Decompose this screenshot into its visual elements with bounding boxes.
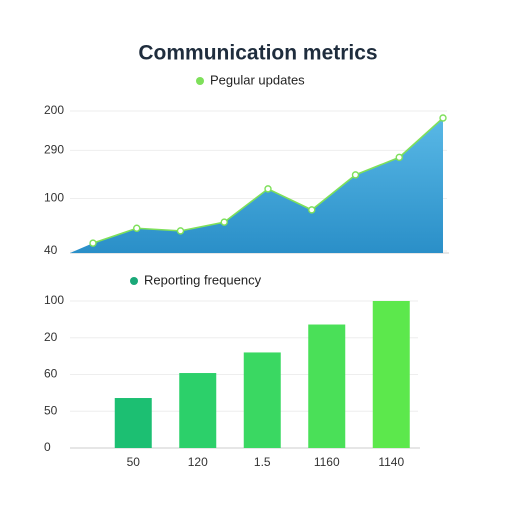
x-tick-label: 50 xyxy=(127,455,141,469)
point xyxy=(176,227,185,235)
point xyxy=(308,206,316,214)
point xyxy=(89,239,97,247)
y-tick-label: 20 xyxy=(44,330,58,344)
y-tick-label: 290 xyxy=(44,143,64,157)
y-tick-label: 60 xyxy=(44,367,58,381)
bar xyxy=(243,352,281,448)
point xyxy=(439,114,447,122)
bar xyxy=(372,301,410,448)
legend-marker xyxy=(130,277,138,285)
point xyxy=(220,218,228,226)
bar xyxy=(179,373,217,448)
bar xyxy=(308,324,346,448)
point xyxy=(395,153,403,162)
legend-label: Pegular updates xyxy=(210,72,305,87)
y-tick-label: 0 xyxy=(44,440,51,454)
x-tick-label: 1140 xyxy=(378,455,404,469)
point xyxy=(351,171,360,179)
legend-marker xyxy=(196,77,204,85)
bar xyxy=(114,398,152,448)
area xyxy=(70,118,443,253)
point xyxy=(133,224,141,232)
y-tick-label: 100 xyxy=(44,191,64,205)
legend-label: Reporting frequency xyxy=(144,272,262,287)
point xyxy=(264,185,272,193)
x-tick-label: 120 xyxy=(188,455,208,469)
y-tick-label: 100 xyxy=(44,293,64,307)
y-tick-label: 200 xyxy=(44,103,64,117)
y-tick-label: 40 xyxy=(44,243,58,257)
x-tick-label: 1160 xyxy=(314,455,340,469)
chart-title: Communication metrics xyxy=(138,42,377,65)
x-tick-label: 1.5 xyxy=(254,455,271,469)
y-tick-label: 50 xyxy=(44,403,58,417)
